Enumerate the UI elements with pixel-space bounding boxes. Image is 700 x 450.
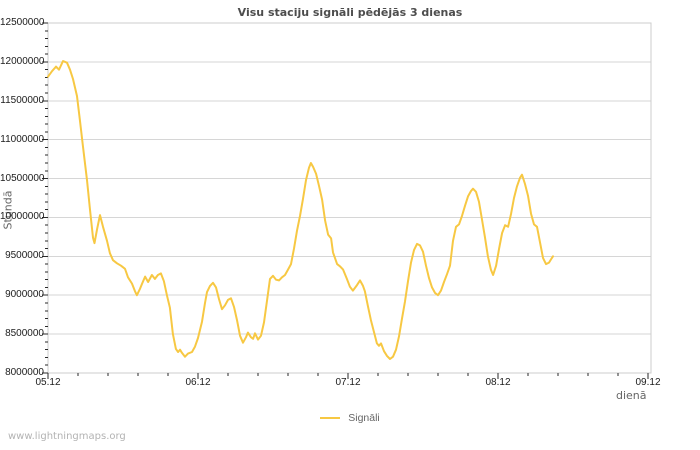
series-line-Signāli (47, 60, 554, 360)
y-tick-label: 12500000 (0, 17, 45, 28)
x-tick-label: 09.12 (635, 377, 661, 388)
y-tick-label: 8500000 (5, 328, 44, 340)
x-tick-label: 06.12 (185, 377, 211, 388)
legend-line-swatch (320, 417, 341, 419)
y-tick-label: 9000000 (5, 289, 44, 301)
y-tick-label: 11500000 (0, 94, 44, 106)
y-tick-label: 8000000 (5, 367, 44, 378)
legend-series-label: Signāli (348, 412, 380, 424)
y-tick-label: 11000000 (0, 133, 44, 145)
y-tick-label: 10000000 (0, 211, 45, 223)
y-tick-label: 12000000 (0, 55, 45, 67)
x-axis-title: dienā (616, 389, 647, 402)
watermark: www.lightningmaps.org (8, 431, 126, 442)
x-tick-label: 08.12 (485, 377, 511, 388)
y-tick-label: 10500000 (0, 172, 45, 184)
plot-border (47, 22, 652, 374)
x-tick-label: 05.12 (35, 377, 61, 388)
legend: Signāli (0, 412, 700, 424)
chart-title: Visu staciju signāli pēdējās 3 dienas (237, 6, 463, 19)
y-tick-label: 9500000 (5, 250, 44, 262)
x-tick-label: 07.12 (335, 377, 361, 388)
